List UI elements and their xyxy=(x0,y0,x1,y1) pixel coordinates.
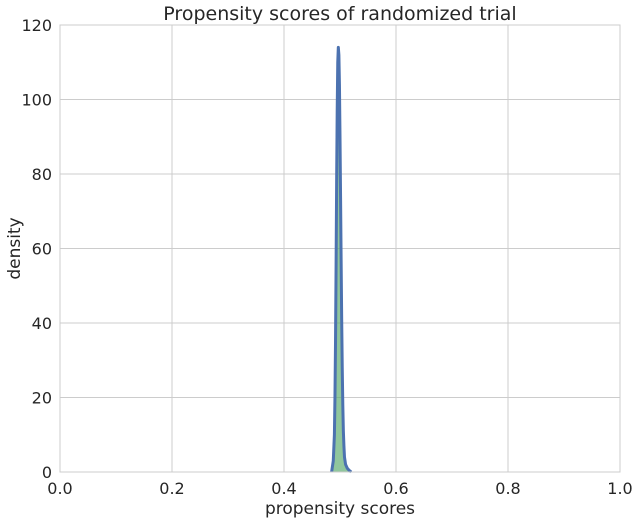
y-tick-label: 120 xyxy=(21,16,52,35)
y-tick-label: 0 xyxy=(42,463,52,482)
density-line xyxy=(330,45,353,474)
y-tick-label: 60 xyxy=(32,240,52,259)
tick-labels: 0.0 0.2 0.4 0.6 0.8 1.0 0 20 40 60 80 100 120 xyxy=(21,16,632,498)
x-axis-label: propensity scores xyxy=(265,499,415,519)
x-tick-label: 0.6 xyxy=(383,479,408,498)
x-tick-label: 0.2 xyxy=(159,479,184,498)
x-tick-label: 0.8 xyxy=(495,479,520,498)
chart-title: Propensity scores of randomized trial xyxy=(163,3,516,25)
y-axis-label: density xyxy=(5,217,25,279)
plot-frame xyxy=(59,24,621,473)
x-tick-label: 0.0 xyxy=(47,479,72,498)
x-tick-label: 1.0 xyxy=(607,479,632,498)
y-tick-label: 20 xyxy=(32,389,52,408)
x-tick-label: 0.4 xyxy=(271,479,296,498)
series-layer xyxy=(330,45,353,474)
y-tick-label: 100 xyxy=(21,91,52,110)
y-tick-label: 80 xyxy=(32,165,52,184)
y-tick-label: 40 xyxy=(32,314,52,333)
